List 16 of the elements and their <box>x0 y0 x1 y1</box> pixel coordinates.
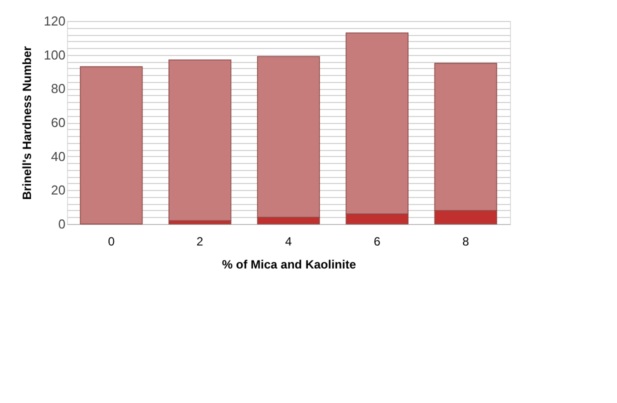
x-tick-label: 6 <box>374 234 381 248</box>
y-tick-label: 40 <box>51 148 66 164</box>
bar <box>168 60 232 222</box>
bar <box>80 66 143 224</box>
y-tick-label: 120 <box>44 14 66 28</box>
x-tick-label: 8 <box>462 234 470 248</box>
x-axis-title: % of Mica and Kaolinite <box>222 258 356 272</box>
x-tick-label: 0 <box>108 234 115 248</box>
y-tick-label: 0 <box>58 216 66 232</box>
x-tick-label: 4 <box>285 234 292 248</box>
y-tick-label: 100 <box>44 47 66 62</box>
y-tick-label: 20 <box>51 182 66 198</box>
y-tick-label: 60 <box>51 115 66 130</box>
y-tick-label: 80 <box>51 81 66 96</box>
y-axis-title: Brinell's Hardness Number <box>20 46 34 200</box>
x-tick-label: 2 <box>196 234 204 248</box>
